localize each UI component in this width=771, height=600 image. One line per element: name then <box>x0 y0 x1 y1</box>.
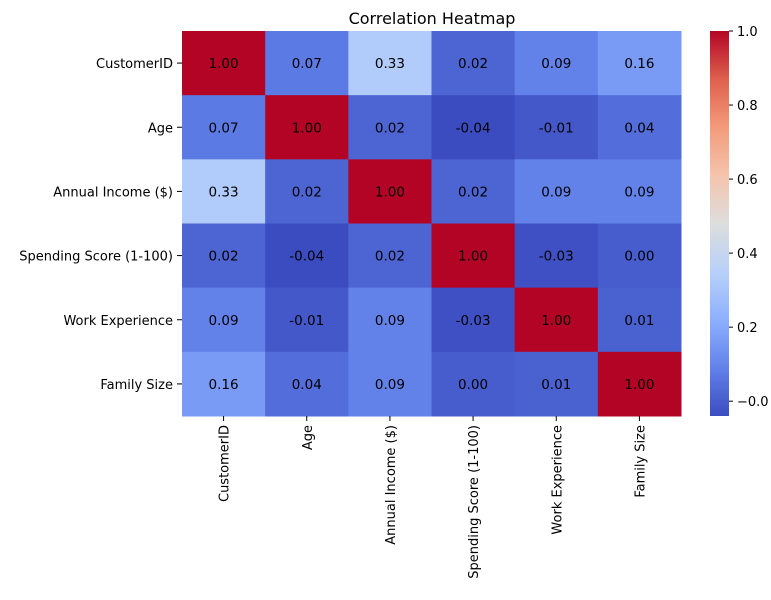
heatmap-cell-label-r3-c4: -0.03 <box>539 249 574 265</box>
heatmap-cell-r1-c2 <box>348 95 432 160</box>
heatmap-cell-label-r0-c3: 0.02 <box>458 56 488 72</box>
heatmap-cell-r4-c1 <box>265 287 349 353</box>
chart-title: Correlation Heatmap <box>349 9 516 28</box>
heatmap-cell-r3-c3 <box>431 223 516 289</box>
heatmap-cell-r3-c2 <box>348 223 432 289</box>
heatmap-cell-r5-c0 <box>182 351 266 417</box>
row-tick-labels: CustomerID Age Annual Income ($) Spending S… <box>19 57 182 393</box>
heatmap-cell-r2-c4 <box>514 159 599 224</box>
heatmap-cell-r4-c2 <box>348 287 432 353</box>
heatmap-cell-label-r2-c2: 1.00 <box>375 184 405 200</box>
heatmap-cell-label-r1-c3: -0.04 <box>456 120 491 136</box>
heatmap-cell-label-r0-c2: 0.33 <box>375 56 405 72</box>
col-tick-label-0: CustomerID <box>218 425 233 502</box>
heatmap-cell-r2-c5 <box>597 159 682 224</box>
row-tick-label-5: Family Size <box>100 378 173 393</box>
heatmap-cell-label-r2-c3: 0.02 <box>458 184 488 200</box>
heatmap-cell-r0-c3 <box>431 31 516 96</box>
heatmap-cell-label-r2-c1: 0.02 <box>292 184 322 200</box>
heatmap-cell-label-r3-c3: 1.00 <box>458 249 488 265</box>
heatmap-cell-r0-c5 <box>597 31 682 96</box>
heatmap-cell-label-r1-c0: 0.07 <box>209 120 239 136</box>
heatmap-cell-label-r5-c0: 0.16 <box>209 377 239 393</box>
heatmap-cell-label-r2-c5: 0.09 <box>624 184 654 200</box>
heatmap-cell-r4-c4 <box>514 287 599 353</box>
heatmap-cell-label-r3-c2: 0.02 <box>375 249 405 265</box>
heatmap-cell-r5-c5 <box>597 351 682 417</box>
col-tick-label-5: Family Size <box>633 425 648 498</box>
colorbar-gradient <box>710 31 729 416</box>
heatmap-cell-label-r5-c5: 1.00 <box>624 377 654 393</box>
colorbar-tick-label-0: −0.0 <box>737 395 769 410</box>
heatmap-cell-label-r4-c2: 0.09 <box>375 313 405 329</box>
heatmap-cell-label-r5-c3: 0.00 <box>458 377 488 393</box>
heatmap-cell-label-r1-c4: -0.01 <box>539 120 574 136</box>
heatmap-cell-label-r5-c2: 0.09 <box>375 377 405 393</box>
col-tick-label-3: Spending Score (1-100) <box>467 425 482 579</box>
row-tick-label-1: Age <box>148 121 173 136</box>
heatmap-cell-label-r3-c5: 0.00 <box>624 249 654 265</box>
heatmap-cells <box>182 31 682 417</box>
heatmap-cell-r0-c1 <box>265 31 349 96</box>
heatmap-cell-r3-c4 <box>514 223 599 289</box>
heatmap-cell-label-r3-c1: -0.04 <box>289 249 324 265</box>
heatmap-cell-r1-c0 <box>182 95 266 160</box>
heatmap-cell-r4-c0 <box>182 287 266 353</box>
heatmap-cell-r2-c2 <box>348 159 432 224</box>
heatmap-cell-label-r2-c0: 0.33 <box>209 184 239 200</box>
heatmap-cell-label-r4-c3: -0.03 <box>456 313 491 329</box>
heatmap-cell-label-r0-c4: 0.09 <box>541 56 571 72</box>
colorbar-tick-label-3: 0.6 <box>737 173 758 188</box>
heatmap-cell-label-r5-c1: 0.04 <box>292 377 322 393</box>
heatmap-cell-r3-c0 <box>182 223 266 289</box>
heatmap-cell-r1-c4 <box>514 95 599 160</box>
row-tick-label-3: Spending Score (1-100) <box>19 250 173 265</box>
heatmap-cell-label-r5-c4: 0.01 <box>541 377 571 393</box>
heatmap-cell-r4-c5 <box>597 287 682 353</box>
heatmap-cell-label-r4-c1: -0.01 <box>289 313 324 329</box>
colorbar-tick-label-2: 0.4 <box>737 247 758 262</box>
heatmap-cell-r5-c4 <box>514 351 599 417</box>
heatmap-cell-label-r1-c1: 1.00 <box>292 120 322 136</box>
heatmap-cell-r0-c2 <box>348 31 432 96</box>
heatmap-cell-r2-c1 <box>265 159 349 224</box>
heatmap-cell-labels: 1.00 0.07 0.33 0.02 0.09 0.16 0.07 1.00 0.02 -0.0… <box>209 56 655 393</box>
heatmap-cell-label-r0-c5: 0.16 <box>624 56 654 72</box>
heatmap-cell-label-r0-c1: 0.07 <box>292 56 322 72</box>
row-tick-label-4: Work Experience <box>63 314 173 329</box>
heatmap-cell-r0-c4 <box>514 31 599 96</box>
heatmap-cell-r1-c3 <box>431 95 516 160</box>
column-tick-labels: CustomerID Age Annual Income ($) Spending S… <box>218 416 648 579</box>
row-tick-label-0: CustomerID <box>96 57 173 72</box>
row-tick-label-2: Annual Income ($) <box>53 185 173 200</box>
col-tick-label-1: Age <box>301 425 316 450</box>
heatmap-cell-r1-c5 <box>597 95 682 160</box>
heatmap-cell-r2-c0 <box>182 159 266 224</box>
heatmap-cell-r5-c1 <box>265 351 349 417</box>
heatmap-cell-r3-c1 <box>265 223 349 289</box>
heatmap-cell-r3-c5 <box>597 223 682 289</box>
heatmap-cell-r5-c3 <box>431 351 516 417</box>
heatmap-cell-r0-c0 <box>182 31 266 96</box>
colorbar-tick-label-1: 0.2 <box>737 321 758 336</box>
heatmap-cell-label-r3-c0: 0.02 <box>209 249 239 265</box>
heatmap-cell-label-r1-c2: 0.02 <box>375 120 405 136</box>
colorbar-tick-label-4: 0.8 <box>737 99 758 114</box>
col-tick-label-2: Annual Income ($) <box>384 425 399 545</box>
heatmap-cell-r5-c2 <box>348 351 432 417</box>
heatmap-cell-label-r2-c4: 0.09 <box>541 184 571 200</box>
heatmap-cell-label-r1-c5: 0.04 <box>624 120 654 136</box>
heatmap-cell-r2-c3 <box>431 159 516 224</box>
colorbar: −0.0 0.2 0.4 0.6 0.8 1.0 <box>710 25 769 416</box>
heatmap-cell-label-r4-c5: 0.01 <box>624 313 654 329</box>
heatmap-cell-r4-c3 <box>431 287 516 353</box>
heatmap-cell-label-r4-c4: 1.00 <box>541 313 571 329</box>
colorbar-tick-label-5: 1.0 <box>737 25 758 40</box>
col-tick-label-4: Work Experience <box>550 425 565 535</box>
heatmap-cell-label-r4-c0: 0.09 <box>209 313 239 329</box>
heatmap-cell-label-r0-c0: 1.00 <box>209 56 239 72</box>
heatmap-cell-r1-c1 <box>265 95 349 160</box>
